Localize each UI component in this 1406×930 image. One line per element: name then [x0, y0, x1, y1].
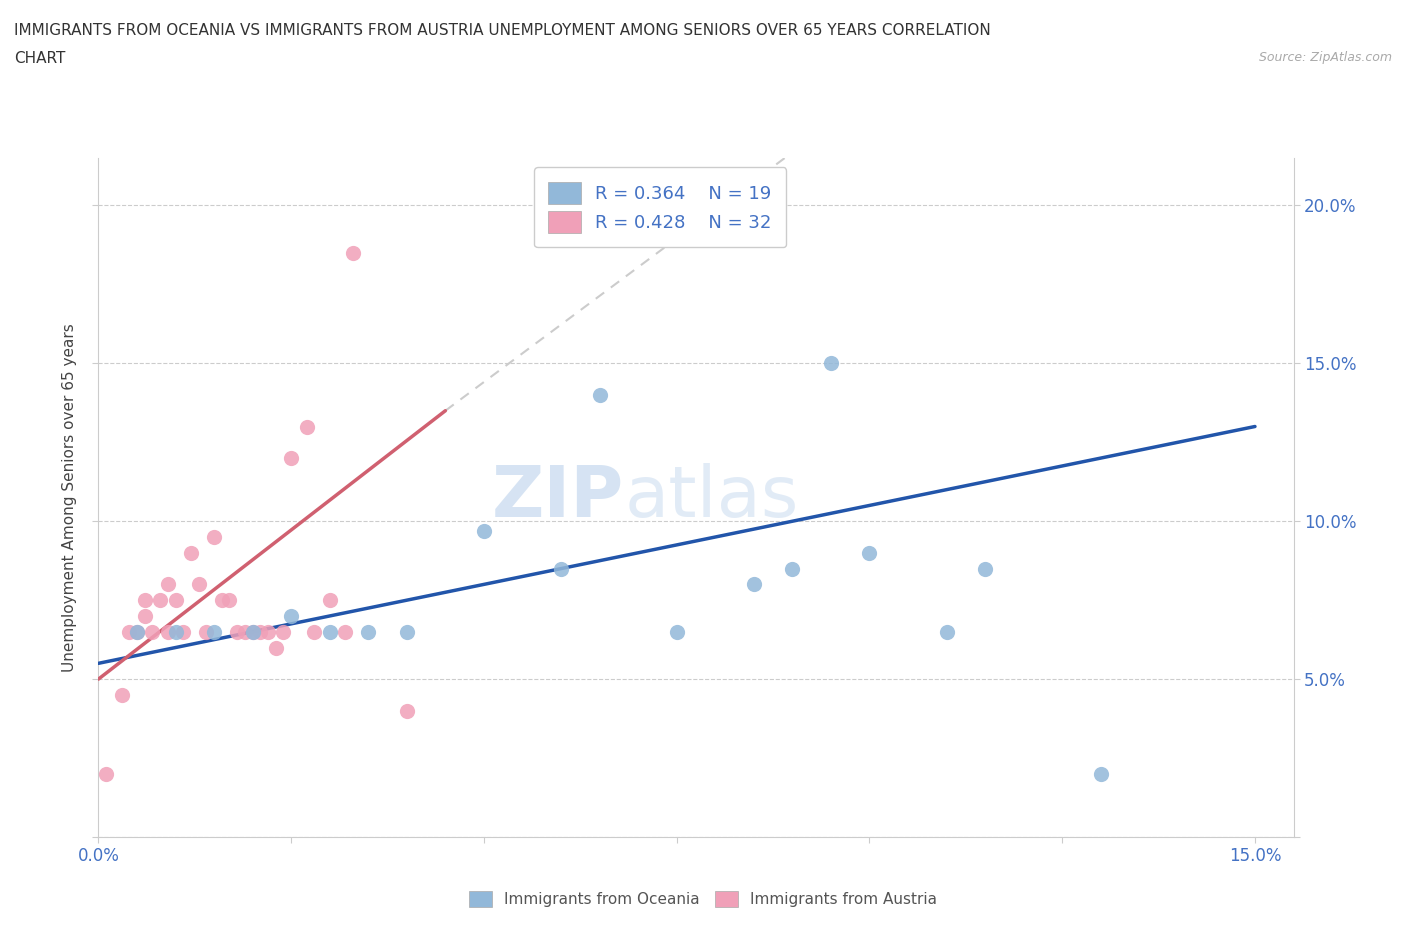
Point [165, 592, 187, 607]
Text: atlas: atlas [624, 463, 799, 532]
Point [820, 356, 842, 371]
Point [665, 624, 688, 639]
Y-axis label: Unemployment Among Seniors over 65 years: Unemployment Among Seniors over 65 years [62, 324, 77, 671]
Point [242, 624, 264, 639]
Text: Source: ZipAtlas.com: Source: ZipAtlas.com [1258, 51, 1392, 64]
Point [249, 624, 271, 639]
Point [357, 624, 380, 639]
Point [304, 624, 326, 639]
Point [242, 624, 264, 639]
Point [472, 524, 495, 538]
Point [935, 624, 957, 639]
Point [125, 624, 148, 639]
Point [333, 624, 356, 639]
Point [319, 624, 342, 639]
Point [165, 624, 187, 639]
Point [295, 419, 318, 434]
Text: ZIP: ZIP [492, 463, 624, 532]
Point [588, 388, 610, 403]
Point [156, 577, 179, 591]
Legend: R = 0.364    N = 19, R = 0.428    N = 32: R = 0.364 N = 19, R = 0.428 N = 32 [534, 167, 786, 247]
Point [202, 529, 225, 544]
Point [149, 592, 172, 607]
Point [118, 624, 141, 639]
Legend: Immigrants from Oceania, Immigrants from Austria: Immigrants from Oceania, Immigrants from… [463, 884, 943, 913]
Point [180, 545, 202, 560]
Point [550, 561, 572, 576]
Point [202, 624, 225, 639]
Point [273, 624, 295, 639]
Point [211, 592, 233, 607]
Point [156, 624, 179, 639]
Point [395, 624, 418, 639]
Point [94, 766, 117, 781]
Point [264, 640, 287, 655]
Point [218, 592, 240, 607]
Point [125, 624, 148, 639]
Point [141, 624, 163, 639]
Point [172, 624, 194, 639]
Point [187, 577, 209, 591]
Point [134, 592, 156, 607]
Point [395, 703, 418, 718]
Point [257, 624, 280, 639]
Point [280, 608, 302, 623]
Point [134, 608, 156, 623]
Point [858, 545, 880, 560]
Point [342, 246, 364, 260]
Point [974, 561, 997, 576]
Text: CHART: CHART [14, 51, 66, 66]
Point [319, 592, 342, 607]
Point [110, 687, 132, 702]
Point [1090, 766, 1112, 781]
Point [280, 451, 302, 466]
Point [226, 624, 249, 639]
Point [233, 624, 256, 639]
Point [742, 577, 765, 591]
Point [195, 624, 218, 639]
Point [782, 561, 804, 576]
Text: IMMIGRANTS FROM OCEANIA VS IMMIGRANTS FROM AUSTRIA UNEMPLOYMENT AMONG SENIORS OV: IMMIGRANTS FROM OCEANIA VS IMMIGRANTS FR… [14, 23, 991, 38]
